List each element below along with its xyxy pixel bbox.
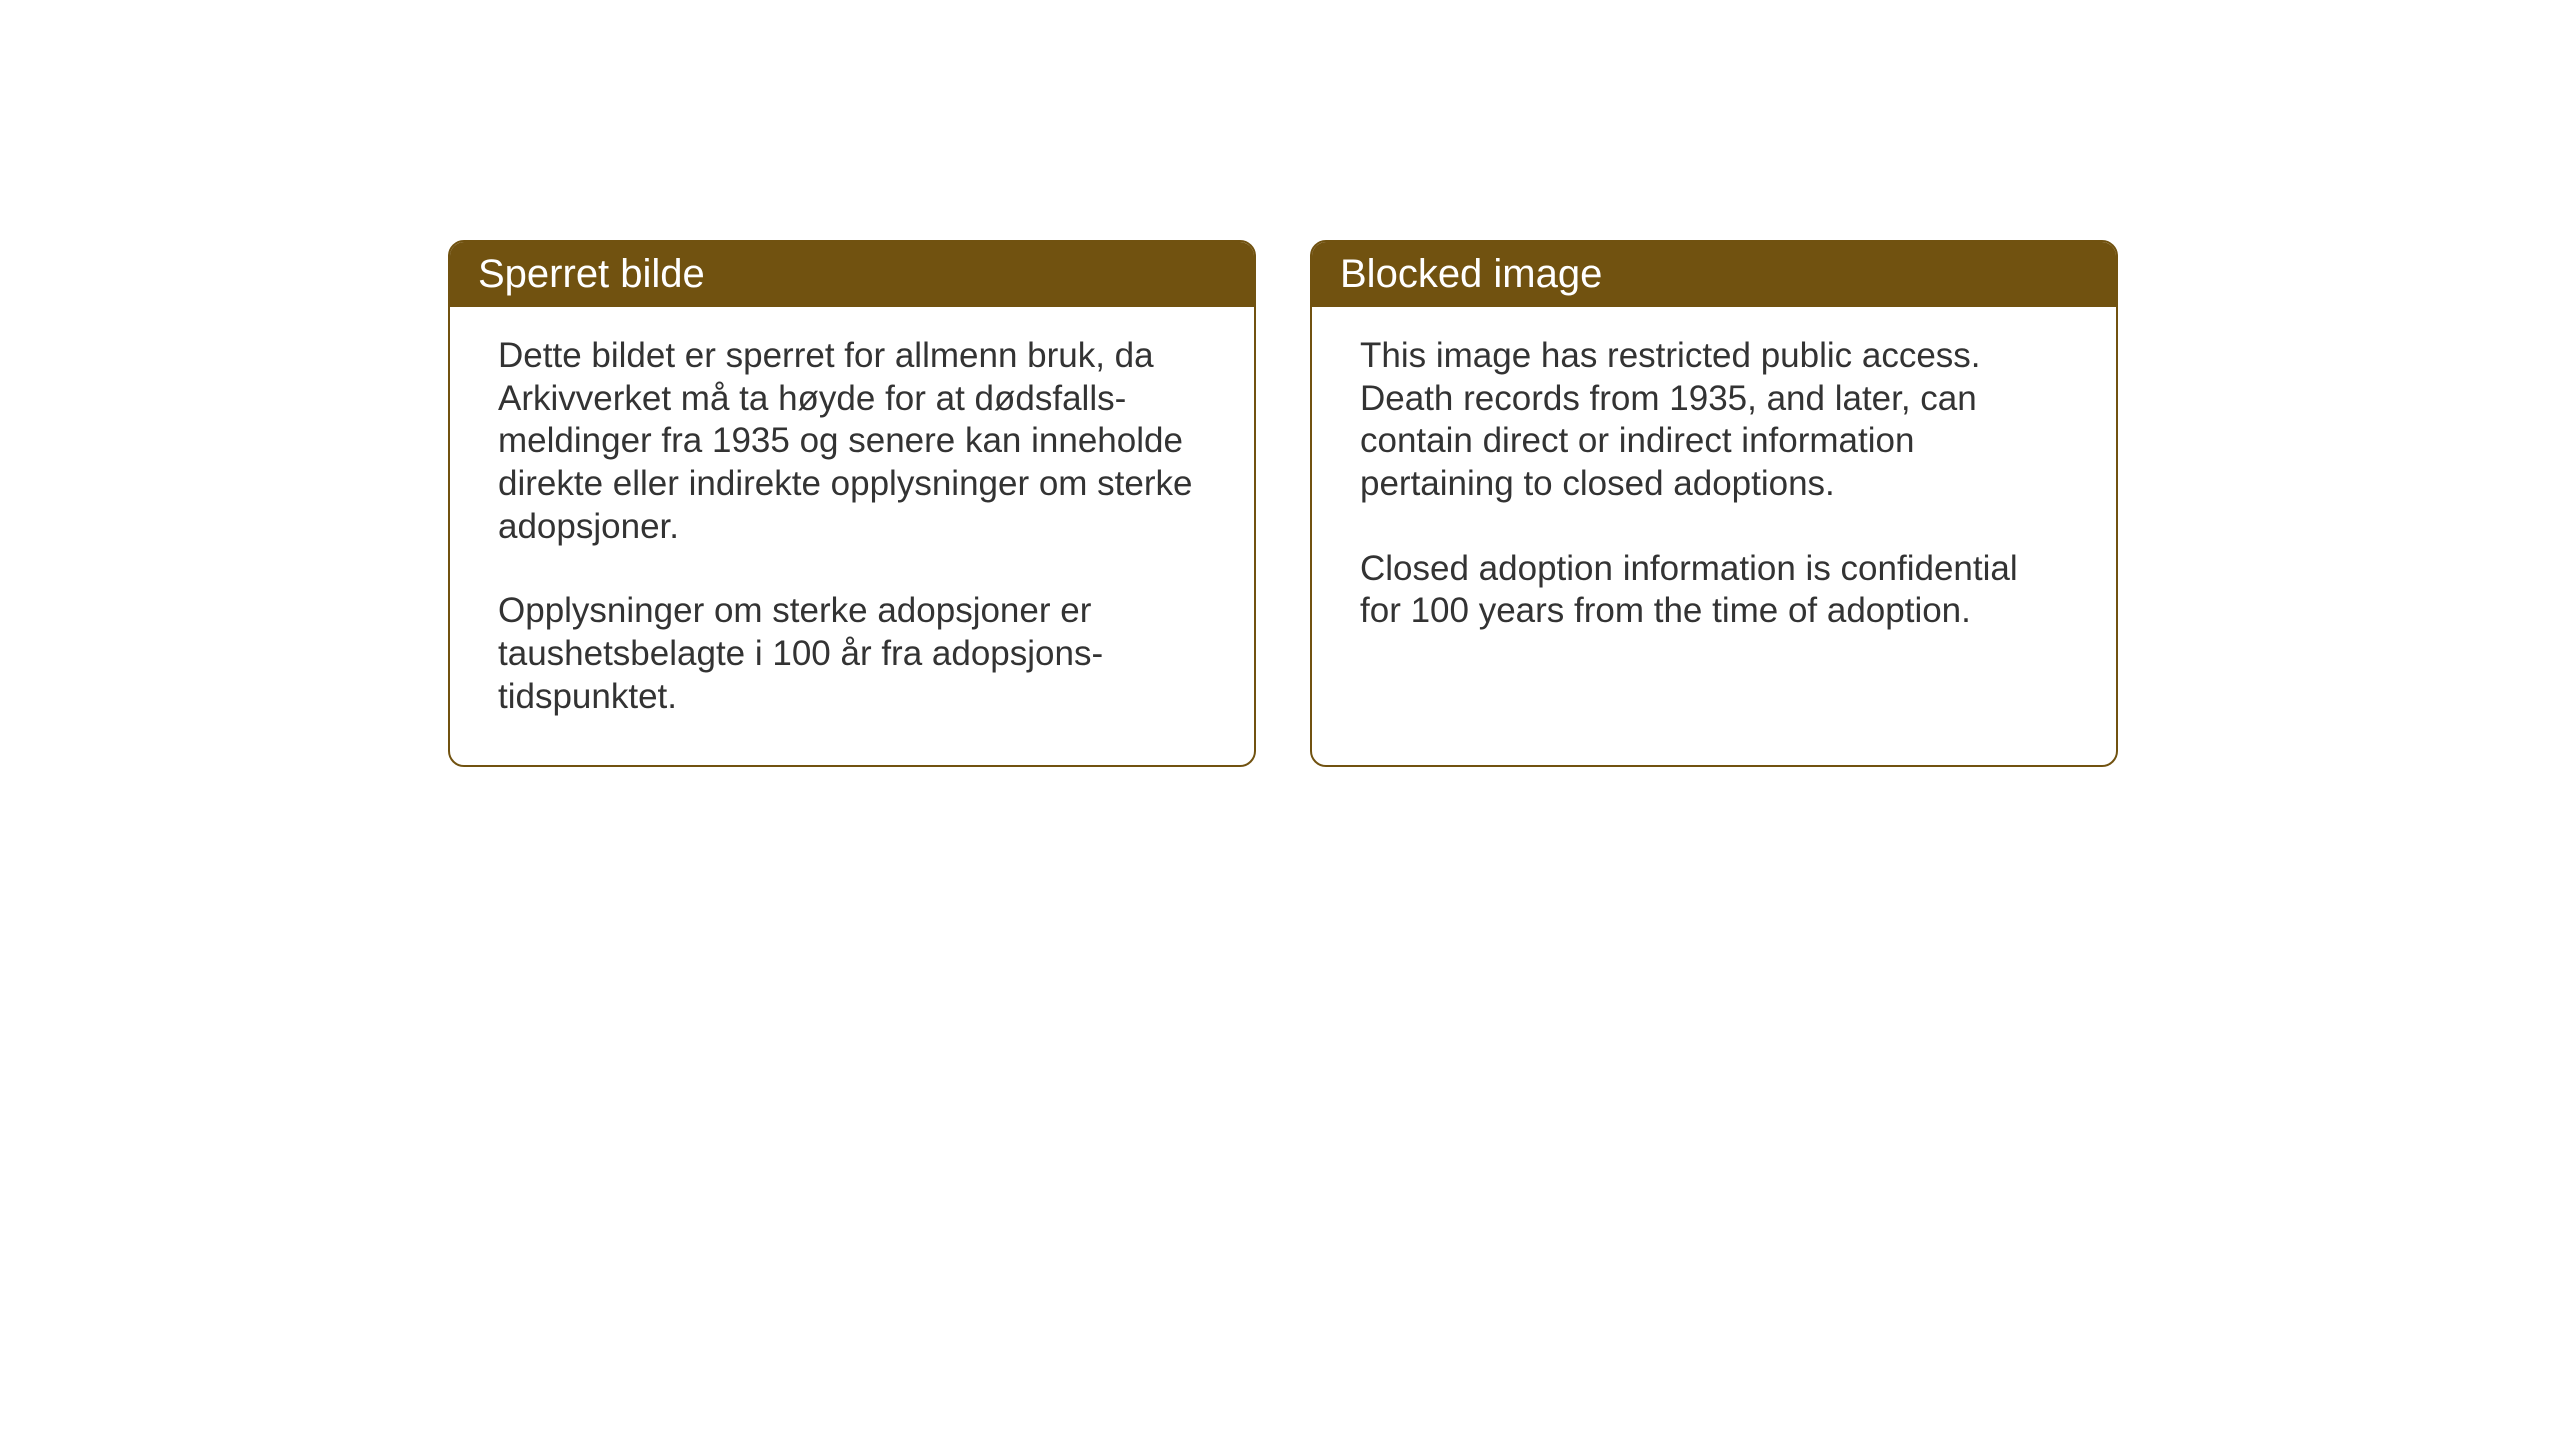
card-paragraph-2: Closed adoption information is confident… bbox=[1360, 548, 2068, 633]
card-paragraph-2: Opplysninger om sterke adopsjoner er tau… bbox=[498, 590, 1206, 718]
notice-card-norwegian: Sperret bilde Dette bildet er sperret fo… bbox=[448, 240, 1256, 767]
card-title: Sperret bilde bbox=[478, 252, 705, 296]
card-title: Blocked image bbox=[1340, 252, 1602, 296]
card-header: Blocked image bbox=[1312, 242, 2116, 307]
notice-card-english: Blocked image This image has restricted … bbox=[1310, 240, 2118, 767]
card-paragraph-1: This image has restricted public access.… bbox=[1360, 335, 2068, 506]
card-header: Sperret bilde bbox=[450, 242, 1254, 307]
notice-container: Sperret bilde Dette bildet er sperret fo… bbox=[448, 240, 2118, 767]
card-body: This image has restricted public access.… bbox=[1312, 307, 2116, 679]
card-paragraph-1: Dette bildet er sperret for allmenn bruk… bbox=[498, 335, 1206, 548]
card-body: Dette bildet er sperret for allmenn bruk… bbox=[450, 307, 1254, 765]
